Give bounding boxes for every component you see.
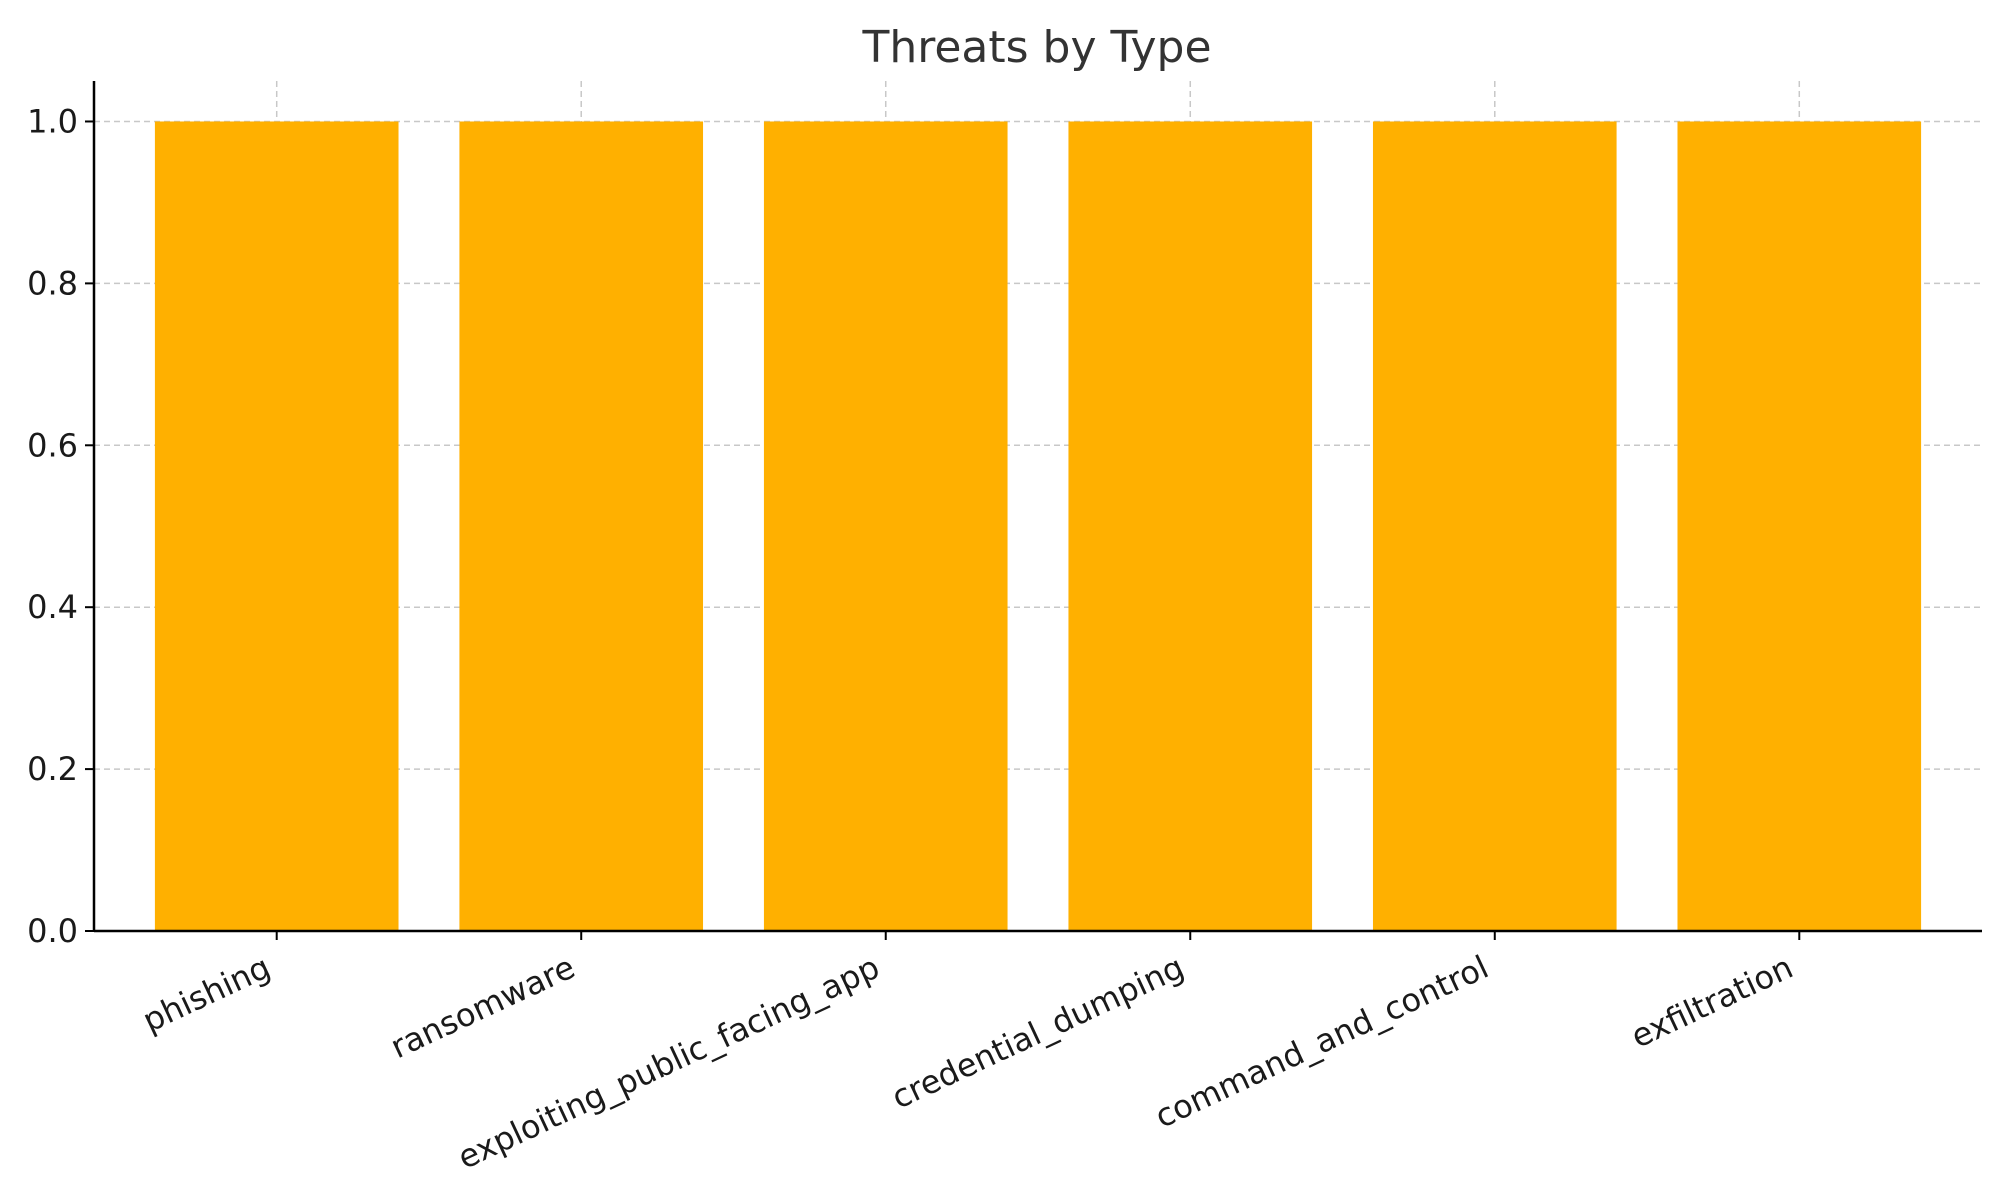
x-tick-label-ransomware: ransomware [385,948,581,1066]
x-axis-ticks: phishing ransomwareexploiting_public_faci… [137,931,1801,1177]
chart-title: Threats by Type [861,22,1211,73]
y-tick-label: 0.4 [27,588,78,626]
x-tick-label-exfiltration: exfiltration [1625,948,1799,1056]
bar-exfiltration [1677,121,1922,931]
x-tick-label-command-and-control: command_and_control [1149,948,1494,1136]
bar-ransomware [459,121,704,931]
y-tick-label: 0.8 [27,264,78,302]
y-tick-label: 0.6 [27,426,78,464]
bar-credential-dumping [1068,121,1313,931]
y-tick-label: 1.0 [27,102,78,140]
bar-command-and-control [1372,121,1617,931]
axes-layer [92,81,1982,933]
y-tick-label: 0.2 [27,750,78,788]
y-tick-label: 0.0 [27,912,78,950]
y-axis-ticks: 0.0 0.2 0.4 0.6 0.8 1.0 [27,102,94,950]
bar-phishing [154,121,399,931]
x-tick-label-credential-dumping: credential_dumping [886,948,1190,1117]
bar-exploiting-public-facing-app [763,121,1008,931]
bars-layer [154,121,1922,931]
x-tick-label-phishing: phishing [137,948,276,1040]
